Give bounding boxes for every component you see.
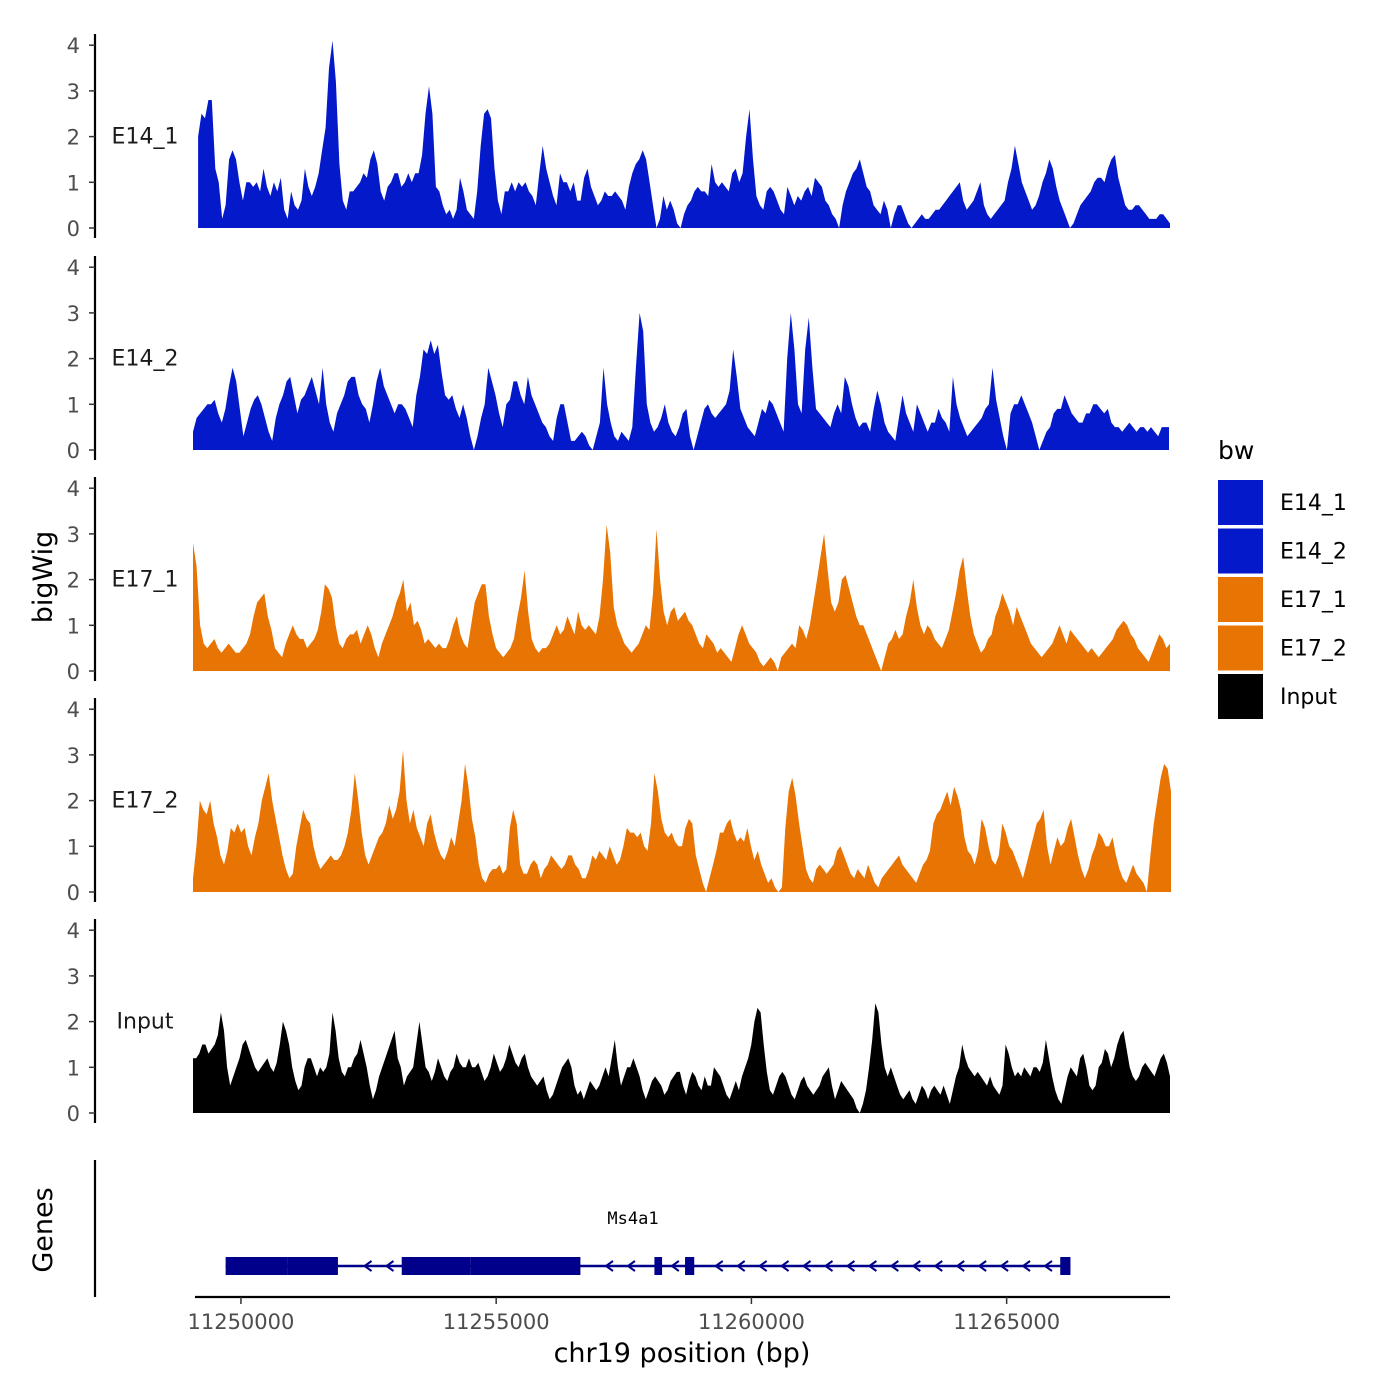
strand-arrow [845, 1260, 856, 1272]
y-tick-label: 0 [67, 217, 80, 241]
y-tick-label: 3 [67, 744, 80, 768]
strand-arrow [911, 1260, 921, 1272]
gene-name-label: Ms4a1 [607, 1209, 658, 1229]
legend-key [1218, 528, 1263, 574]
strand-arrow [362, 1260, 373, 1272]
y-axis-title: bigWig [28, 531, 59, 624]
y-tick-label: 1 [67, 393, 80, 417]
genes-panel: Genes Ms4a1 [28, 1160, 1071, 1297]
strand-arrow [735, 1260, 746, 1272]
y-tick-label: 2 [67, 348, 80, 372]
track-panel-e14-2: 0 1 2 3 4 E14_2 [67, 256, 1169, 463]
track-label: Input [117, 1010, 174, 1035]
x-tick-label: 11250000 [187, 1310, 294, 1334]
y-tick-label: 4 [67, 34, 80, 58]
legend-label: E17_2 [1280, 637, 1347, 662]
strand-arrow [999, 1260, 1009, 1272]
strand-arrow [384, 1260, 395, 1272]
x-axis: 11250000 11255000 11260000 11265000 [187, 1295, 1170, 1334]
y-tick-label: 4 [67, 477, 80, 501]
strand-arrow [779, 1260, 790, 1272]
track-panel-input: 0 1 2 3 4 Input [67, 919, 1170, 1126]
signal-area-e14-1 [198, 40, 1171, 228]
legend-key [1218, 577, 1263, 622]
signal-area-input [193, 1003, 1170, 1113]
strand-arrow [714, 1260, 724, 1272]
y-tick-label: 2 [67, 569, 80, 593]
y-tick-label: 0 [67, 881, 80, 905]
strand-arrow [1021, 1260, 1031, 1272]
strand-arrow [670, 1260, 680, 1272]
gene-exon [685, 1257, 695, 1275]
signal-area-e14-2 [193, 312, 1169, 450]
strand-arrow [1043, 1260, 1053, 1272]
gene-exon [654, 1257, 663, 1275]
y-tick-label: 1 [67, 1056, 80, 1080]
signal-area-e17-1 [193, 524, 1170, 671]
track-label: E17_1 [112, 568, 179, 593]
gene-exon [401, 1257, 471, 1275]
track-panel-e17-2: 0 1 2 3 4 E17_2 [67, 698, 1171, 905]
legend-label: E14_1 [1280, 491, 1347, 516]
y-tick-label: 2 [67, 790, 80, 814]
x-axis-title: chr19 position (bp) [554, 1338, 811, 1369]
x-tick-label: 11260000 [698, 1310, 805, 1334]
track-label: E14_2 [112, 347, 179, 372]
strand-arrow [955, 1260, 965, 1272]
signal-area-e17-2 [193, 750, 1171, 892]
y-tick-label: 3 [67, 302, 80, 326]
legend: bw E14_1 E14_2 E17_1 E17_2 Input [1218, 436, 1347, 719]
legend-label: Input [1280, 685, 1337, 710]
legend-key [1218, 480, 1263, 525]
strand-arrow [889, 1260, 899, 1272]
x-tick-label: 11265000 [953, 1310, 1060, 1334]
strand-arrow [867, 1260, 877, 1272]
x-tick-label: 11255000 [443, 1310, 550, 1334]
y-tick-label: 1 [67, 835, 80, 859]
y-tick-label: 4 [67, 698, 80, 722]
gene-exon [470, 1257, 581, 1275]
strand-arrow [933, 1260, 943, 1272]
strand-arrow [977, 1260, 987, 1272]
y-tick-label: 3 [67, 80, 80, 104]
y-tick-label: 0 [67, 660, 80, 684]
y-tick-label: 0 [67, 439, 80, 463]
y-tick-label: 4 [67, 919, 80, 943]
strand-arrow [626, 1260, 636, 1272]
genes-axis-title: Genes [28, 1187, 59, 1272]
strand-arrow [757, 1260, 768, 1272]
legend-title: bw [1218, 436, 1254, 465]
gene-exon [1060, 1257, 1071, 1275]
y-tick-label: 1 [67, 614, 80, 638]
y-tick-label: 0 [67, 1102, 80, 1126]
strand-arrow [604, 1260, 614, 1272]
y-tick-label: 1 [67, 171, 80, 195]
y-tick-label: 2 [67, 1011, 80, 1035]
gene-exon [287, 1257, 338, 1275]
legend-label: E17_1 [1280, 588, 1347, 613]
legend-key [1218, 625, 1263, 671]
track-panel-e17-1: 0 1 2 3 4 E17_1 [67, 477, 1170, 684]
legend-label: E14_2 [1280, 540, 1347, 565]
track-panel-e14-1: 0 1 2 3 4 E14_1 [67, 34, 1171, 241]
track-label: E14_1 [112, 125, 179, 150]
y-tick-label: 4 [67, 256, 80, 280]
track-panels: 0 1 2 3 4 E14_1 0 1 2 3 4 E14_2 0 1 2 3 4 E17_1 0 1 2 3 4 E17_2… [67, 34, 1171, 1126]
gene-exon [225, 1257, 288, 1275]
strand-arrow [823, 1260, 834, 1272]
track-label: E17_2 [112, 789, 179, 814]
strand-arrow [801, 1260, 812, 1272]
y-tick-label: 3 [67, 523, 80, 547]
legend-key [1218, 674, 1263, 719]
y-tick-label: 3 [67, 965, 80, 989]
y-tick-label: 2 [67, 126, 80, 150]
